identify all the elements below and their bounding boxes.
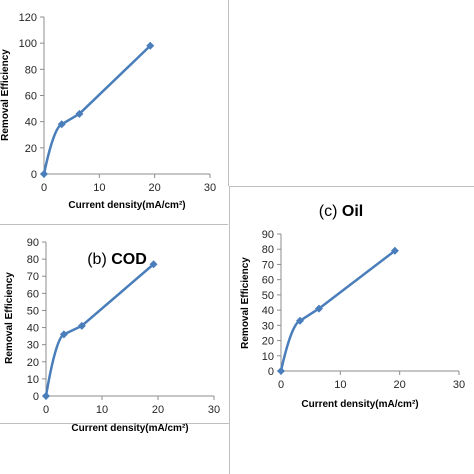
y-tick-label: 40: [25, 117, 37, 129]
series-line: [279, 249, 396, 372]
y-tick-label: 0: [33, 391, 39, 403]
y-tick-label: 30: [262, 320, 274, 332]
y-axis-title: Removal Efficiency: [0, 49, 11, 141]
y-tick-label: 0: [268, 366, 274, 378]
data-point-marker: [40, 170, 48, 178]
series-line: [44, 263, 155, 397]
chart-title-bold: COD: [111, 251, 147, 268]
data-point-marker: [59, 330, 68, 339]
x-axis-title: Current density(mA/cm²): [301, 399, 418, 410]
y-tick-label: 10: [262, 351, 274, 363]
y-tick-label: 30: [27, 340, 39, 352]
frame-line-b-bottom: [0, 423, 229, 424]
chart-title: (b) COD: [87, 251, 147, 268]
y-axis-title: Removal Efficiency: [4, 272, 15, 364]
x-tick-label: 20: [394, 379, 406, 391]
chart-title-bold: Oil: [342, 203, 363, 220]
y-tick-label: 10: [27, 374, 39, 386]
data-point-marker: [295, 316, 304, 325]
x-tick-label: 30: [453, 379, 465, 391]
x-tick-label: 20: [152, 404, 164, 416]
y-tick-label: 40: [27, 323, 39, 335]
y-tick-label: 50: [262, 290, 274, 302]
series-line: [42, 44, 152, 175]
chart-title: (c) Oil: [319, 203, 363, 220]
data-point-marker: [314, 304, 323, 313]
x-tick-label: 10: [93, 182, 105, 194]
y-tick-label: 20: [27, 357, 39, 369]
data-point-marker: [42, 392, 50, 400]
x-tick-label: 0: [41, 182, 47, 194]
x-axis-title: Current density(mA/cm²): [71, 423, 188, 434]
y-tick-label: 70: [27, 271, 39, 283]
chart-title-prefix: (b): [87, 251, 111, 268]
y-tick-label: 0: [31, 169, 37, 181]
frame-line-a-right: [228, 0, 229, 186]
x-tick-label: 30: [208, 404, 220, 416]
y-tick-label: 90: [27, 237, 39, 249]
data-point-marker: [277, 367, 285, 375]
frame-line-c-left: [229, 186, 230, 474]
chart-c-oil: 0 10 20 30 40 50 60 70 80 90 0 10 20 30 Current densit…: [240, 203, 465, 410]
frame-line-a-bottom: [0, 224, 228, 225]
y-tick-label: 80: [262, 244, 274, 256]
y-tick-label: 90: [262, 229, 274, 241]
y-tick-label: 80: [27, 254, 39, 266]
y-tick-label: 40: [262, 305, 274, 317]
x-tick-label: 10: [96, 404, 108, 416]
y-tick-label: 20: [262, 336, 274, 348]
chart-a: 0 20 40 60 80 100 120 0 10 20 30 Current density(mA…: [0, 12, 216, 211]
x-tick-label: 30: [204, 182, 216, 194]
data-point-marker: [146, 41, 155, 50]
data-point-marker: [390, 246, 399, 255]
data-point-marker: [77, 321, 86, 330]
y-tick-label: 20: [25, 143, 37, 155]
y-tick-label: 80: [25, 64, 37, 76]
data-point-marker: [75, 109, 84, 118]
data-point-marker: [149, 260, 158, 269]
chart-title-prefix: (c): [319, 203, 342, 220]
y-tick-label: 100: [19, 38, 37, 50]
y-tick-label: 50: [27, 305, 39, 317]
x-tick-label: 0: [278, 379, 284, 391]
x-tick-label: 10: [334, 379, 346, 391]
y-tick-label: 70: [262, 259, 274, 271]
chart-b-cod: 0 10 20 30 40 50 60 70 80 90 0 10 20 30 Current densit…: [4, 237, 220, 434]
y-tick-label: 120: [19, 12, 37, 24]
y-axis-title: Removal Efficiency: [240, 257, 251, 349]
x-tick-label: 20: [149, 182, 161, 194]
frame-line-c-top: [229, 186, 474, 187]
y-tick-label: 60: [25, 91, 37, 103]
y-tick-label: 60: [27, 288, 39, 300]
y-tick-label: 60: [262, 275, 274, 287]
data-point-marker: [57, 120, 66, 129]
x-axis-title: Current density(mA/cm²): [68, 200, 185, 211]
x-tick-label: 0: [43, 404, 49, 416]
